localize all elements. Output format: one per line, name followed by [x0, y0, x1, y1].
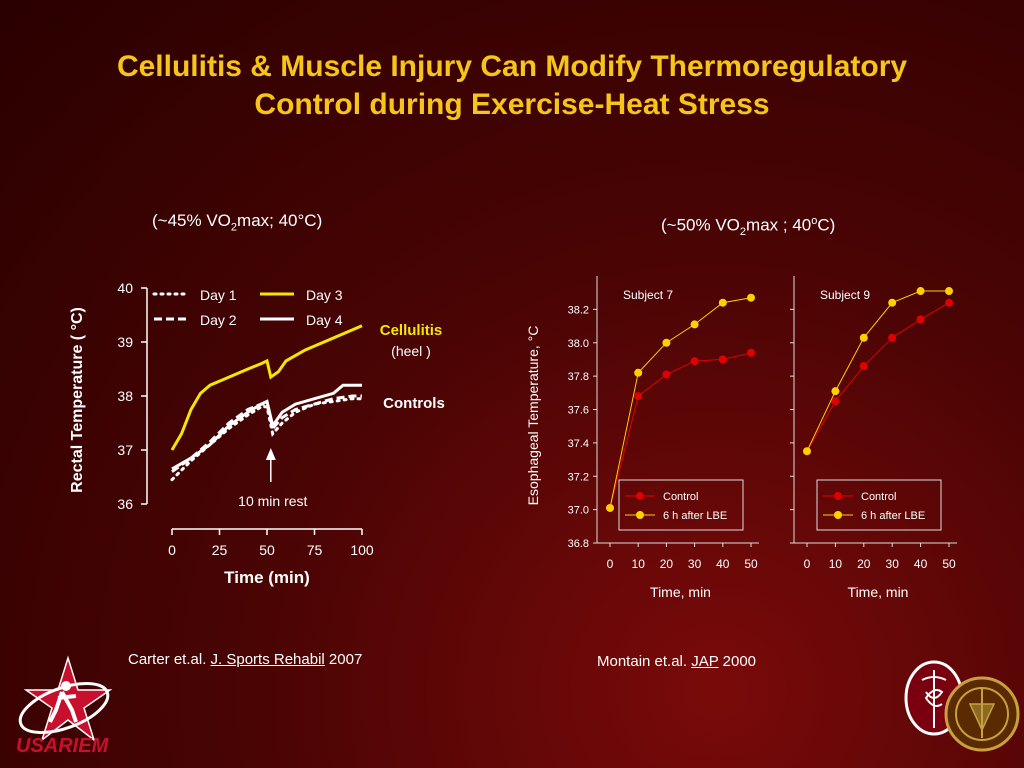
data-point-subject-9	[916, 315, 925, 324]
series-line-day-3	[170, 324, 363, 451]
data-point-subject-7	[606, 503, 614, 512]
legend-label-subject-7: 6 h after LBE	[663, 510, 727, 522]
legend-label: Day 2	[200, 312, 237, 328]
y-tick-label-subject-7: 37.4	[568, 438, 589, 450]
legend-box-subject-9	[816, 479, 942, 531]
logo-text: USARIEM	[16, 735, 110, 757]
data-point-subject-9	[888, 298, 897, 307]
y-tick-label-subject-7: 37.6	[568, 405, 589, 417]
annotation-controls: Controls	[383, 395, 445, 412]
y-tick-label-subject-7: 37.8	[568, 371, 589, 383]
x-tick-label-subject-7: 0	[607, 557, 614, 571]
right-citation: Montain et.al. JAP 2000	[597, 653, 757, 670]
y-tick-label-subject-7: 37.2	[568, 471, 589, 483]
x-tick-label-subject-7: 40	[716, 557, 730, 571]
legend-label: Day 3	[306, 287, 343, 303]
data-point-subject-9	[803, 447, 811, 456]
data-point-subject-9	[859, 362, 868, 371]
data-point-subject-9	[888, 333, 897, 342]
y-tick-label: 37	[117, 442, 133, 458]
x-tick-label: 50	[259, 542, 275, 558]
series-line-day-4	[171, 383, 362, 471]
x-tick-label: 25	[212, 542, 228, 558]
data-point-subject-7	[634, 368, 643, 377]
data-point-subject-7	[662, 370, 671, 379]
rest-arrowhead	[265, 448, 276, 460]
data-point-subject-9	[831, 397, 840, 406]
x-tick-label-subject-9: 30	[886, 557, 900, 571]
data-point-subject-9	[831, 387, 840, 396]
annotation-cellulitis: Cellulitis	[380, 322, 443, 339]
x-tick-label-subject-7: 10	[632, 557, 646, 571]
legend-marker-subject-7	[636, 492, 644, 500]
legend-label-subject-7: Control	[663, 491, 698, 503]
y-axis-label: Rectal Temperature ( °C)	[69, 307, 86, 493]
y-tick-label-subject-7: 38.0	[568, 338, 589, 350]
y-tick-label: 38	[117, 388, 133, 404]
data-point-subject-7	[690, 357, 699, 366]
annotation-heel: (heel )	[391, 343, 431, 359]
legend-box-subject-7	[618, 479, 744, 531]
panel-title-subject-7: Subject 7	[623, 288, 673, 302]
x-tick-label-subject-9: 0	[804, 557, 811, 571]
data-point-subject-9	[945, 287, 953, 296]
legend-label-subject-9: Control	[861, 491, 896, 503]
legend-marker-subject-7	[636, 511, 644, 519]
medical-seals	[904, 660, 1020, 752]
rectal-temperature-chart: 36 37 38 39 40 0 25 50 75 100 Time (min) Rectal Tem…	[69, 280, 445, 587]
data-point-subject-7	[747, 348, 755, 357]
data-point-subject-7	[747, 293, 755, 302]
data-point-subject-7	[718, 355, 727, 364]
y-tick-label: 40	[117, 280, 133, 296]
y-tick-label: 39	[117, 334, 133, 350]
data-point-subject-7	[690, 320, 699, 329]
x-tick-label-subject-7: 20	[660, 557, 674, 571]
legend-label: Day 4	[306, 312, 343, 328]
left-condition: (~45% VO2max; 40°C)	[152, 211, 323, 234]
x-tick-label-subject-7: 50	[744, 557, 758, 571]
x-axis-label-subject-7: Time, min	[650, 584, 711, 600]
series-line-day-1	[170, 397, 364, 482]
x-tick-label: 0	[168, 542, 176, 558]
series-line-day-2	[171, 394, 362, 473]
right-condition: (~50% VO2max ; 40oC)	[661, 215, 836, 239]
x-tick-label: 100	[350, 542, 374, 558]
slide-title: Cellulitis & Muscle Injury Can Modify Th…	[0, 48, 1024, 124]
y-tick-label-subject-7: 36.8	[568, 538, 589, 550]
data-point-subject-9	[945, 298, 953, 307]
data-point-subject-7	[718, 298, 727, 307]
y-tick-label: 36	[117, 496, 133, 512]
legend-marker-subject-9	[834, 511, 842, 519]
esophageal-temperature-chart: 36.8 37.0 37.2 37.4 37.6 37.8 38.0 38.2 0 10 20 30 4…	[525, 276, 957, 600]
x-tick-label-subject-9: 10	[829, 557, 843, 571]
data-point-subject-7	[634, 392, 643, 401]
data-point-subject-9	[916, 287, 925, 296]
x-tick-label-subject-9: 20	[857, 557, 871, 571]
data-point-subject-7	[662, 338, 671, 347]
y-tick-label-subject-7: 37.0	[568, 505, 589, 517]
legend-marker-subject-9	[834, 492, 842, 500]
x-tick-label-subject-9: 40	[914, 557, 928, 571]
y-tick-label-subject-7: 38.2	[568, 304, 589, 316]
title-line-2: Control during Exercise-Heat Stress	[254, 88, 770, 121]
title-line-1: Cellulitis & Muscle Injury Can Modify Th…	[116, 50, 908, 83]
x-tick-label-subject-9: 50	[942, 557, 956, 571]
annotation-rest: 10 min rest	[238, 493, 307, 509]
x-tick-label-subject-7: 30	[688, 557, 702, 571]
series-line-subject-9	[806, 290, 949, 452]
series-line-subject-7	[609, 297, 752, 509]
y-axis-label: Esophageal Temperature, °C	[525, 326, 541, 506]
x-axis-label-subject-9: Time, min	[848, 584, 909, 600]
usariem-logo: USARIEM	[16, 655, 113, 757]
legend-label: Day 1	[200, 287, 237, 303]
panel-title-subject-9: Subject 9	[820, 288, 870, 302]
series-line-subject-7	[609, 352, 752, 509]
left-citation: Carter et.al. J. Sports Rehabil 2007	[128, 651, 363, 668]
legend-label-subject-9: 6 h after LBE	[861, 510, 925, 522]
x-axis-label: Time (min)	[224, 568, 310, 587]
x-tick-label: 75	[307, 542, 323, 558]
series-line-subject-9	[806, 302, 950, 452]
data-point-subject-9	[859, 333, 868, 342]
